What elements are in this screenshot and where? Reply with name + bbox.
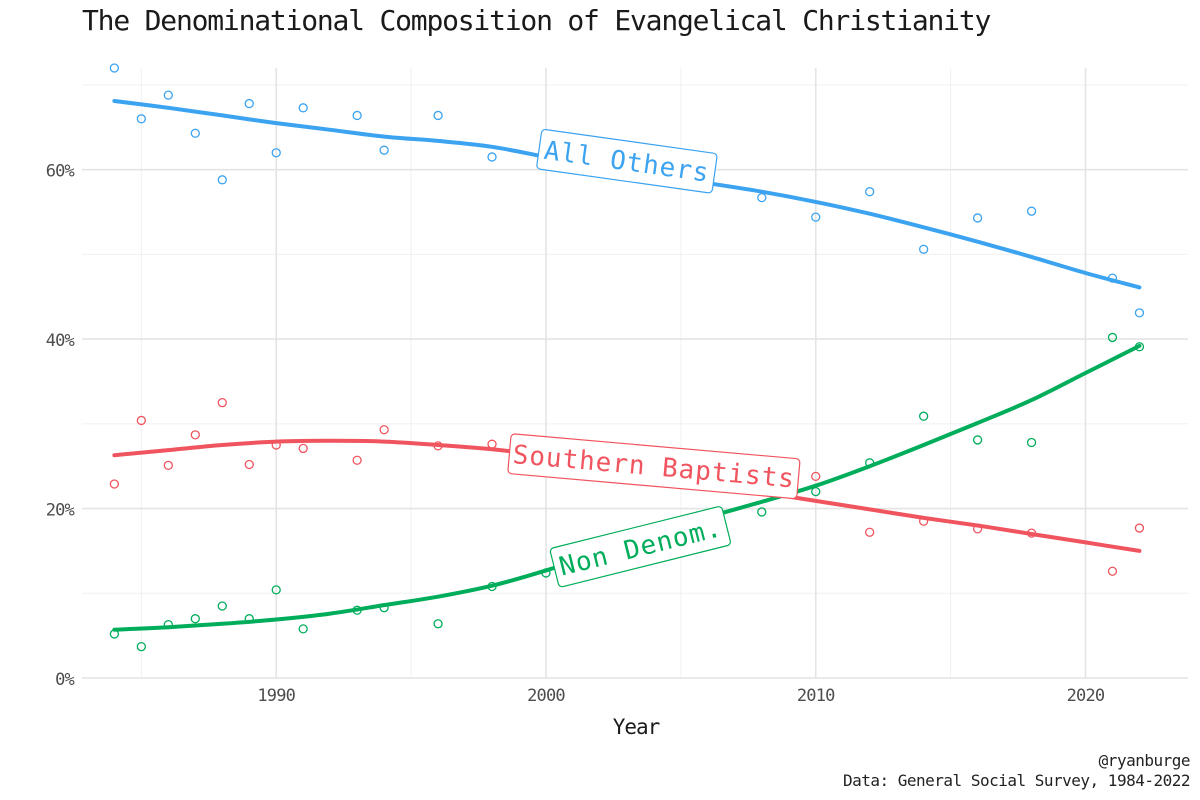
data-point-non-denom [1026,437,1037,448]
data-point-all-others [109,63,120,73]
data-point-southern-baptists [1134,523,1145,533]
x-axis-label: Year [613,715,660,739]
x-tick-label: 2000 [527,686,565,706]
data-point-southern-baptists [918,516,929,526]
data-point-southern-baptists [190,430,200,440]
data-point-southern-baptists [109,479,120,489]
data-point-all-others [271,148,281,158]
data-point-southern-baptists [487,439,497,449]
data-point-southern-baptists [271,440,281,450]
data-point-southern-baptists [972,524,983,534]
data-point-non-denom [1107,332,1118,343]
y-tick-label: 60% [46,162,75,182]
data-point-non-denom [433,619,443,629]
x-axis: 1990 2000 2010 2020 [257,686,1105,706]
data-point-southern-baptists [163,460,173,470]
trend-line-all-others [112,99,1142,290]
data-point-all-others [1134,308,1145,318]
data-point-all-others [190,128,200,138]
data-point-all-others [136,114,146,124]
data-point-southern-baptists [1026,528,1037,538]
data-point-non-denom [136,642,146,652]
series-label-all-others: All Others [536,128,718,194]
data-point-all-others [163,90,173,100]
data-point-all-others [811,212,821,222]
data-point-southern-baptists [865,527,875,537]
chart-title: The Denominational Composition of Evange… [82,4,991,37]
data-point-all-others [379,145,389,155]
data-point-southern-baptists [1107,566,1118,576]
x-tick-label: 1990 [257,686,295,706]
data-point-all-others [487,152,497,162]
label-box [507,433,801,500]
data-point-all-others [298,103,308,113]
data-point-non-denom [109,629,120,639]
series-label-non-denom: Non Denom. [549,506,731,588]
data-point-non-denom [163,619,173,630]
data-point-non-denom [757,507,767,517]
data-point-non-denom [487,581,497,592]
data-point-southern-baptists [298,443,308,454]
data-point-southern-baptists [244,459,254,470]
data-point-non-denom [244,614,254,624]
label-box [549,506,731,588]
y-tick-label: 0% [55,670,74,690]
data-point-all-others [352,110,362,121]
data-point-all-others [1026,206,1037,216]
series-labels: All Others Southern Baptists Non Denom. [507,128,801,588]
data-point-non-denom [379,603,389,613]
data-point-non-denom [190,614,200,624]
data-point-non-denom [298,624,308,634]
data-point-non-denom [972,435,983,445]
y-tick-label: 20% [46,501,75,521]
label-text: Non Denom. [556,513,725,582]
data-point-all-others [433,110,443,121]
author-handle: @ryanburge [1098,751,1191,770]
data-point-non-denom [271,585,281,595]
data-point-southern-baptists [379,425,389,435]
series-label-southern-baptists: Southern Baptists [507,433,801,500]
data-point-non-denom [865,458,875,468]
data-point-southern-baptists [433,441,443,451]
data-point-all-others [918,244,929,254]
y-tick-label: 40% [46,331,75,351]
data-point-all-others [244,98,254,109]
data-point-all-others [1107,273,1118,283]
data-point-all-others [757,192,767,203]
major-gridlines [82,68,1188,679]
data-point-non-denom [1134,342,1145,352]
data-point-all-others [865,187,875,197]
data-point-non-denom [217,601,227,611]
data-point-southern-baptists [352,455,362,465]
data-point-southern-baptists [811,471,821,482]
data-point-non-denom [352,605,362,615]
x-tick-label: 2020 [1067,686,1105,706]
data-point-non-denom [541,568,551,578]
y-axis: 0% 20% 40% 60% [46,162,76,690]
data-point-southern-baptists [217,398,227,408]
data-point-non-denom [918,411,929,421]
label-box [536,128,718,194]
data-point-southern-baptists [136,415,146,426]
x-tick-label: 2010 [797,686,835,706]
trend-line-non-denom [112,343,1142,632]
data-point-non-denom [811,486,821,497]
data-point-all-others [217,175,227,185]
data-point-all-others [972,213,983,223]
data-source: Data: General Social Survey, 1984-2022 [842,771,1191,790]
